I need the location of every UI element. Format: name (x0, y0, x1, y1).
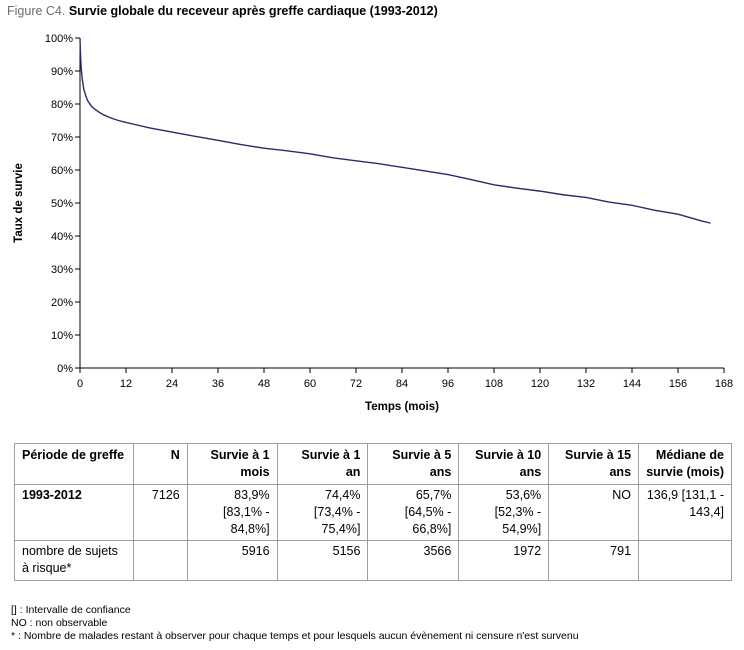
cell-5-years: 65,7% [64,5% - 66,8%] (367, 483, 460, 542)
cell-1-month: 83,9% [83,1% - 84,8%] (186, 483, 278, 542)
survival-table: Période de greffe N Survie à 1 mois Surv… (14, 443, 732, 582)
y-tick-label: 50% (51, 198, 73, 210)
cell-at-risk-n (132, 540, 188, 582)
x-tick-label: 168 (715, 378, 733, 390)
y-tick-label: 40% (51, 231, 73, 243)
y-tick-label: 0% (57, 363, 73, 375)
footnote-confidence-interval: [] : Intervalle de confiance (11, 604, 131, 616)
y-tick-label: 80% (51, 99, 73, 111)
y-axis-title: Taux de survie (13, 163, 25, 243)
x-tick-label: 84 (396, 378, 408, 390)
cell-at-risk-5-years: 3566 (367, 540, 460, 582)
table-header-row: Période de greffe N Survie à 1 mois Surv… (14, 443, 732, 485)
x-tick-label: 120 (531, 378, 549, 390)
x-tick-label: 108 (485, 378, 503, 390)
y-tick-label: 10% (51, 330, 73, 342)
header-5-years: Survie à 5 ans (367, 443, 460, 485)
y-axis-ticks: 0% 10% 20% 30% 40% 50% 60% 70% 80% 90% 100% (45, 33, 80, 375)
x-tick-label: 60 (304, 378, 316, 390)
cell-median: 136,9 [131,1 - 143,4] (638, 483, 732, 542)
x-tick-label: 156 (669, 378, 687, 390)
footnote-non-observable: NO : non observable (11, 617, 108, 629)
x-tick-label: 12 (120, 378, 132, 390)
header-1-year: Survie à 1 an (276, 443, 369, 485)
survival-chart: 0% 10% 20% 30% 40% 50% 60% 70% 80% 90% 100% 0 12 24 3… (13, 33, 733, 413)
footnotes: [] : Intervalle de confiance NO : non ob… (11, 604, 579, 643)
x-tick-label: 144 (623, 378, 641, 390)
y-tick-label: 20% (51, 297, 73, 309)
cell-at-risk-label: nombre de sujets à risque* (14, 540, 134, 582)
cell-at-risk-1-month: 5916 (186, 540, 278, 582)
x-tick-label: 132 (577, 378, 595, 390)
header-10-years: Survie à 10 ans (458, 443, 550, 485)
survival-curve (79, 37, 711, 224)
x-tick-label: 96 (442, 378, 454, 390)
cell-at-risk-1-year: 5156 (276, 540, 369, 582)
x-tick-label: 0 (77, 378, 83, 390)
cell-at-risk-median (638, 540, 732, 582)
x-axis-title: Temps (mois) (365, 401, 439, 413)
figure-title-text: Survie globale du receveur après greffe … (68, 4, 438, 18)
y-tick-label: 30% (51, 264, 73, 276)
figure-title: Figure C4. Survie globale du receveur ap… (7, 4, 438, 18)
cell-period: 1993-2012 (14, 483, 134, 542)
cell-at-risk-15-years: 791 (548, 540, 640, 582)
x-tick-label: 24 (166, 378, 178, 390)
header-n: N (132, 443, 188, 485)
table-row: 1993-2012 7126 83,9% [83,1% - 84,8%] 74,… (14, 483, 732, 542)
cell-n: 7126 (132, 483, 188, 542)
figure-number: Figure C4. (7, 4, 66, 18)
table-row: nombre de sujets à risque* 5916 5156 356… (14, 540, 732, 582)
y-tick-label: 60% (51, 165, 73, 177)
cell-1-year: 74,4% [73,4% - 75,4%] (276, 483, 369, 542)
x-tick-label: 48 (258, 378, 270, 390)
y-tick-label: 70% (51, 132, 73, 144)
cell-at-risk-10-years: 1972 (458, 540, 550, 582)
y-tick-label: 100% (45, 33, 73, 45)
x-tick-label: 72 (350, 378, 362, 390)
y-tick-label: 90% (51, 66, 73, 78)
header-period: Période de greffe (14, 443, 134, 485)
header-median: Médiane de survie (mois) (638, 443, 732, 485)
x-axis-ticks: 0 12 24 36 48 60 72 84 96 108 120 132 144 156 168 (77, 368, 733, 390)
header-15-years: Survie à 15 ans (548, 443, 640, 485)
x-tick-label: 36 (212, 378, 224, 390)
cell-15-years: NO (548, 483, 640, 542)
header-1-month: Survie à 1 mois (186, 443, 278, 485)
footnote-at-risk: * : Nombre de malades restant à observer… (11, 630, 579, 642)
cell-10-years: 53,6% [52,3% - 54,9%] (458, 483, 550, 542)
